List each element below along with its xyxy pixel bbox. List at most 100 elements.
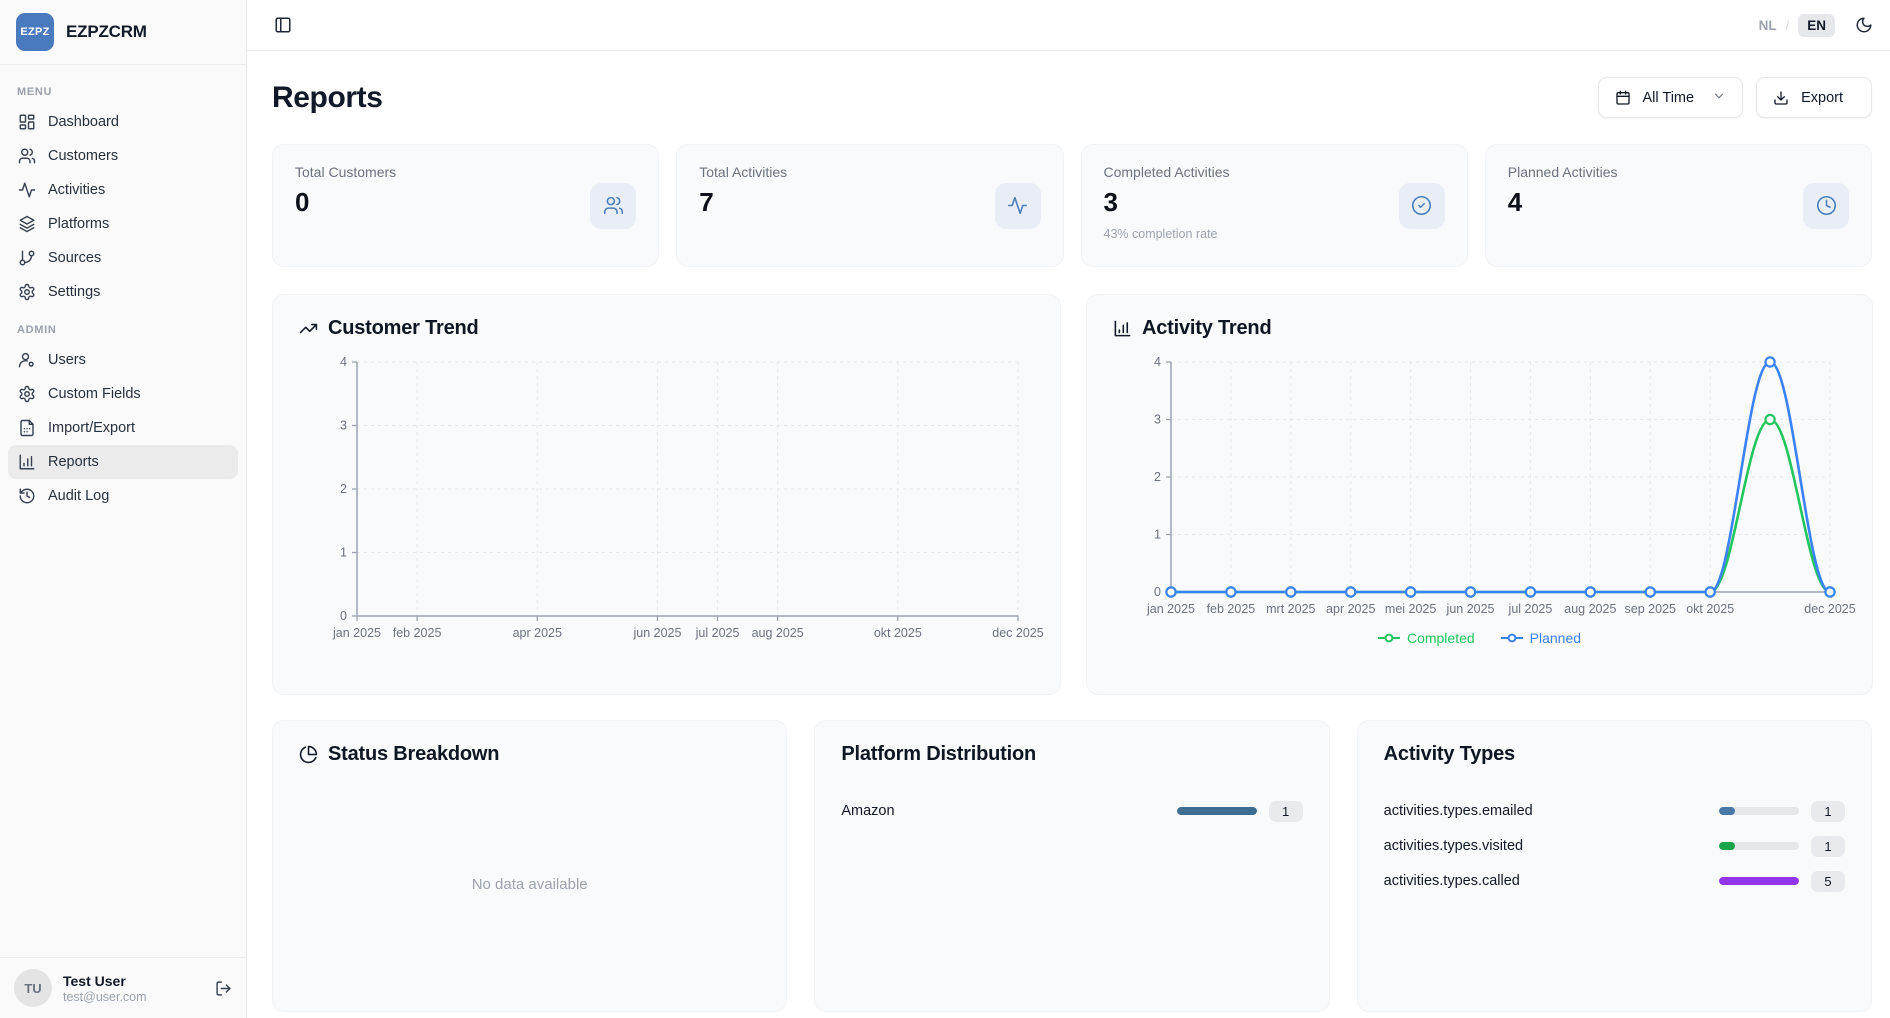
activity-trend-title-row: Activity Trend (1113, 317, 1846, 340)
svg-text:feb 2025: feb 2025 (1207, 602, 1256, 616)
status-breakdown-title: Status Breakdown (328, 743, 500, 765)
dist-label: activities.types.called (1383, 873, 1520, 889)
sidebar-item-dashboard[interactable]: Dashboard (8, 105, 238, 139)
download-icon (1774, 90, 1788, 105)
chart-column-icon (18, 453, 36, 471)
sidebar-item-label: Platforms (48, 216, 110, 232)
sidebar-header: EZPZ EZPZCRM (0, 0, 246, 65)
user-round-icon (18, 351, 36, 369)
user-email: test@user.com (63, 989, 147, 1004)
dist-bar-track (1176, 807, 1257, 815)
dist-bar-track (1718, 842, 1799, 850)
svg-text:feb 2025: feb 2025 (393, 626, 442, 640)
language-option-en[interactable]: EN (1798, 13, 1835, 37)
stat-value: 0 (295, 187, 310, 217)
stat-card-total-activities: Total Activities 7 (676, 144, 1064, 267)
stats-row: Total Customers 0 Total Activities 7 Complet… (272, 144, 1872, 267)
layers-icon (18, 215, 36, 233)
nav-section-label-admin: ADMIN (17, 324, 57, 336)
sidebar-item-activities[interactable]: Activities (8, 173, 238, 207)
svg-text:dec 2025: dec 2025 (992, 626, 1043, 640)
svg-text:1: 1 (1154, 528, 1161, 542)
sidebar-toggle-button[interactable] (271, 13, 295, 37)
customer-trend-title: Customer Trend (328, 317, 479, 339)
svg-text:mei 2025: mei 2025 (1385, 602, 1436, 616)
stat-value: 7 (699, 187, 714, 217)
svg-text:mrt 2025: mrt 2025 (1266, 602, 1315, 616)
svg-text:aug 2025: aug 2025 (1564, 602, 1616, 616)
sidebar-item-label: Dashboard (48, 114, 119, 130)
activity-trend-title: Activity Trend (1142, 317, 1272, 339)
dist-label: activities.types.visited (1383, 838, 1524, 854)
sidebar-item-customers[interactable]: Customers (8, 139, 238, 173)
sidebar-item-platforms[interactable]: Platforms (8, 207, 238, 241)
activity-type-row-activities-types-emailed: activities.types.emailed 1 (1384, 800, 1845, 822)
sidebar-user[interactable]: TU Test User test@user.com (0, 957, 246, 1018)
sidebar-item-import-export[interactable]: Import/Export (8, 411, 238, 445)
panel-left-icon (275, 17, 291, 33)
app-name: EZPZCRM (66, 22, 147, 41)
dist-count-badge: 1 (1810, 835, 1845, 857)
svg-text:4: 4 (1154, 355, 1161, 369)
sidebar-item-sources[interactable]: Sources (8, 241, 238, 275)
bottom-row: Status Breakdown No data available Platf… (272, 720, 1872, 1012)
platform-row-amazon: Amazon 1 (841, 800, 1303, 822)
activity-icon (18, 181, 36, 199)
language-separator: / (1785, 17, 1790, 33)
dist-bar-fill (1176, 807, 1257, 815)
app-logo-text: EZPZ (20, 26, 50, 38)
page-title: Reports (272, 80, 383, 114)
activity-types-title: Activity Types (1383, 743, 1516, 765)
legend-label: Completed (1406, 630, 1475, 646)
activity-types-rows: activities.types.emailed 1 activities.type… (1384, 800, 1845, 892)
customer-trend-title-row: Customer Trend (299, 317, 1034, 340)
dist-bar-track (1718, 807, 1799, 815)
language-option-nl[interactable]: NL (1758, 17, 1777, 33)
activity-types-card: Activity Types activities.types.emailed 1… (1356, 720, 1872, 1012)
sidebar-item-audit-log[interactable]: Audit Log (8, 479, 238, 513)
svg-text:jan 2025: jan 2025 (332, 626, 381, 640)
svg-text:apr 2025: apr 2025 (1326, 602, 1375, 616)
stat-card-planned-activities: Planned Activities 4 (1484, 144, 1872, 267)
empty-state-text: No data available (471, 876, 588, 893)
users-icon (18, 147, 36, 165)
logout-icon[interactable] (215, 980, 232, 997)
sidebar: EZPZ EZPZCRM MENU Dashboard Customers Activ… (0, 0, 247, 1018)
sidebar-item-reports[interactable]: Reports (8, 445, 238, 479)
legend-item-planned[interactable]: Planned (1500, 630, 1581, 646)
main-area: NL / EN Reports All Time (247, 0, 1890, 1018)
dist-bar-fill (1718, 877, 1799, 885)
customer_trend-svg: 0 1 2 3 4 jan 2025 feb 2025 apr 2025 jun 2025 jul… (332, 355, 1044, 640)
file-icon (18, 419, 36, 437)
platform-distribution-card: Platform Distribution Amazon 1 (814, 720, 1330, 1012)
calendar-icon (1615, 90, 1630, 105)
stat-label: Total Customers (295, 164, 397, 180)
sidebar-item-label: Import/Export (48, 420, 136, 436)
customer-trend-chart: 0 1 2 3 4 jan 2025 feb 2025 apr 2025 jun 2025 jul… (299, 354, 1044, 650)
sidebar-item-label: Audit Log (48, 488, 110, 504)
dist-count-badge: 1 (1268, 800, 1303, 822)
svg-text:sep 2025: sep 2025 (1625, 602, 1676, 616)
export-button[interactable]: Export (1756, 77, 1872, 118)
avatar: TU (14, 969, 52, 1007)
settings-icon (18, 283, 36, 301)
legend-marker-icon (1500, 633, 1523, 643)
layout-dashboard-icon (18, 113, 36, 131)
clock-icon (1803, 182, 1849, 229)
settings-icon (18, 385, 36, 403)
sidebar-item-users[interactable]: Users (8, 343, 238, 377)
sidebar-item-custom-fields[interactable]: Custom Fields (8, 377, 238, 411)
svg-text:3: 3 (340, 419, 347, 433)
activity-icon (994, 182, 1041, 229)
sidebar-item-settings[interactable]: Settings (8, 275, 238, 309)
svg-text:1: 1 (340, 546, 347, 560)
dark-mode-toggle[interactable] (1852, 13, 1876, 37)
time-filter-dropdown[interactable]: All Time (1597, 77, 1744, 118)
activity-trend-chart: 0 1 2 3 4 jan 2025 feb 2025 mrt 2025 apr 2025 mei… (1113, 354, 1856, 622)
legend-item-completed[interactable]: Completed (1377, 630, 1475, 646)
topbar: NL / EN (247, 0, 1890, 51)
dist-bar-fill (1718, 842, 1735, 850)
legend-marker-icon (1377, 633, 1400, 643)
dist-bar-fill (1718, 807, 1735, 815)
customer-trend-card: Customer Trend 0 1 2 3 4 jan 2025 feb 2025 apr … (272, 294, 1061, 695)
